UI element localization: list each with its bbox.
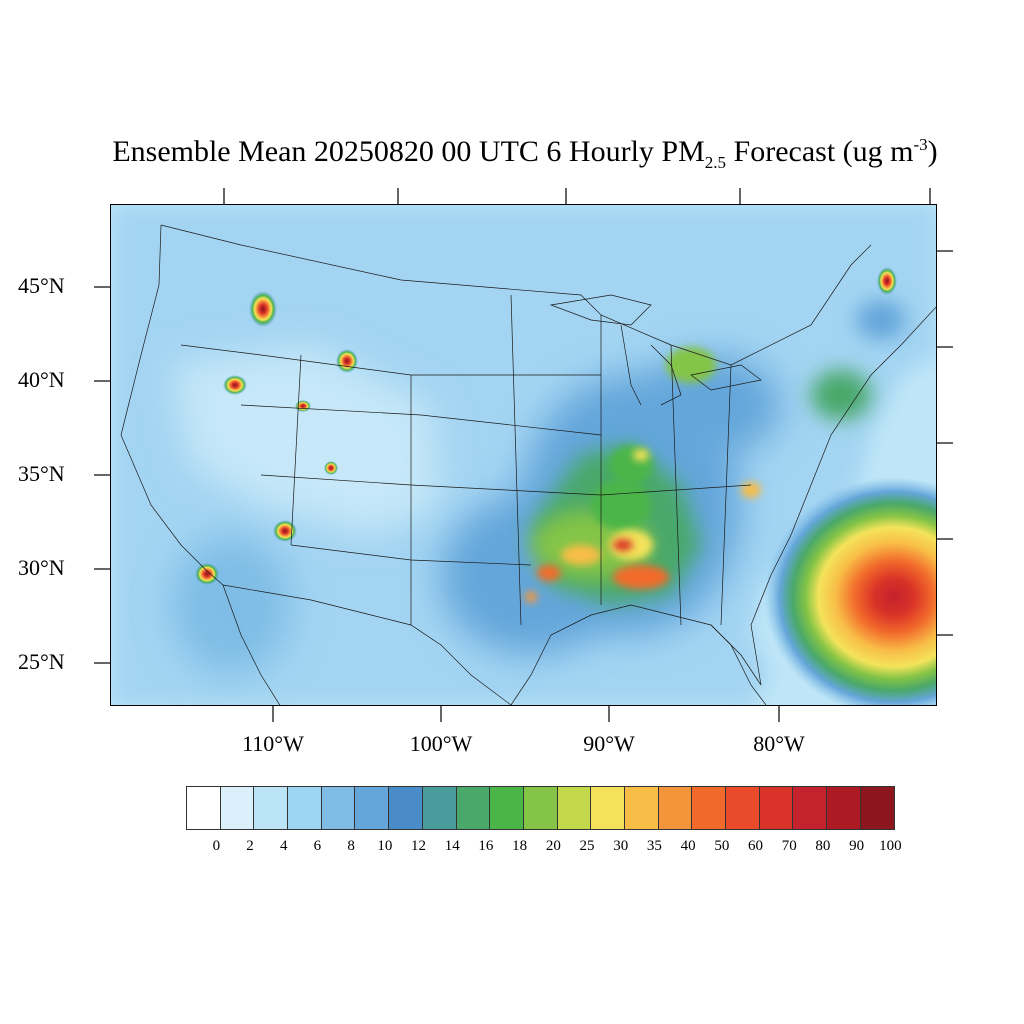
boundary-lines — [120, 224, 936, 705]
colorbar-swatch — [860, 787, 895, 829]
colorbar-swatch — [624, 787, 659, 829]
pm25-map — [110, 204, 937, 706]
colorbar-label: 50 — [714, 838, 730, 854]
colorbar-swatch — [726, 787, 760, 829]
title-superscript: -3 — [913, 135, 928, 154]
colorbar-swatch — [759, 787, 794, 829]
colorbar-label: 12 — [411, 838, 427, 854]
colorbar-swatch — [523, 787, 558, 829]
colorbar-swatch — [355, 787, 390, 829]
colorbar-swatch — [456, 787, 491, 829]
title-units: Forecast (ug m — [726, 135, 914, 168]
colorbar-swatch — [321, 787, 356, 829]
lat-label-40: 40°N — [18, 367, 65, 392]
colorbar-label: 0 — [212, 838, 221, 854]
colorbar-label: 40 — [680, 838, 696, 854]
colorbar-label: 14 — [444, 838, 460, 854]
title-subscript: 2.5 — [704, 153, 727, 172]
colorbar-swatch — [827, 787, 861, 829]
colorbar-swatch — [692, 787, 726, 829]
colorbar-swatch — [187, 787, 221, 829]
colorbar-swatch — [288, 787, 322, 829]
lon-label-80: 80°W — [753, 731, 805, 756]
colorbar-swatch — [490, 787, 524, 829]
lat-label-25: 25°N — [18, 649, 65, 674]
lat-label-35: 35°N — [18, 461, 65, 486]
colorbar-swatch — [220, 787, 255, 829]
colorbar-swatch — [658, 787, 693, 829]
colorbar-swatch — [557, 787, 592, 829]
pm25-field — [111, 205, 936, 705]
lon-label-100: 100°W — [409, 731, 473, 756]
colorbar-swatch — [389, 787, 423, 829]
colorbar-swatch — [422, 787, 457, 829]
colorbar-label: 8 — [347, 838, 355, 854]
colorbar-label: 2 — [246, 838, 254, 854]
colorbar-label: 16 — [478, 838, 494, 854]
map-title: Ensemble Mean 20250820 00 UTC 6 Hourly P… — [0, 135, 1024, 173]
colorbar — [186, 786, 896, 830]
colorbar-label: 90 — [849, 838, 865, 854]
colorbar-label: 20 — [545, 838, 561, 854]
title-main: Ensemble Mean 20250820 00 UTC 6 Hourly P… — [112, 135, 705, 168]
colorbar-swatch — [793, 787, 828, 829]
colorbar-label: 80 — [815, 838, 831, 854]
colorbar-label: 30 — [613, 838, 629, 854]
title-close: ) — [927, 135, 938, 168]
colorbar-label: 4 — [279, 838, 288, 854]
colorbar-label: 70 — [781, 838, 797, 854]
colorbar-label: 35 — [646, 838, 662, 854]
colorbar-swatch — [254, 787, 289, 829]
lon-label-110: 110°W — [242, 731, 304, 756]
lat-label-30: 30°N — [18, 555, 65, 580]
colorbar-label: 60 — [748, 838, 764, 854]
lon-label-90: 90°W — [583, 731, 635, 756]
colorbar-label: 6 — [313, 838, 322, 854]
colorbar-label: 18 — [512, 838, 528, 854]
lat-label-45: 45°N — [18, 273, 65, 298]
colorbar-label: 25 — [579, 838, 595, 854]
colorbar-label: 100 — [879, 838, 902, 854]
colorbar-swatch — [591, 787, 625, 829]
colorbar-label: 10 — [377, 838, 393, 854]
